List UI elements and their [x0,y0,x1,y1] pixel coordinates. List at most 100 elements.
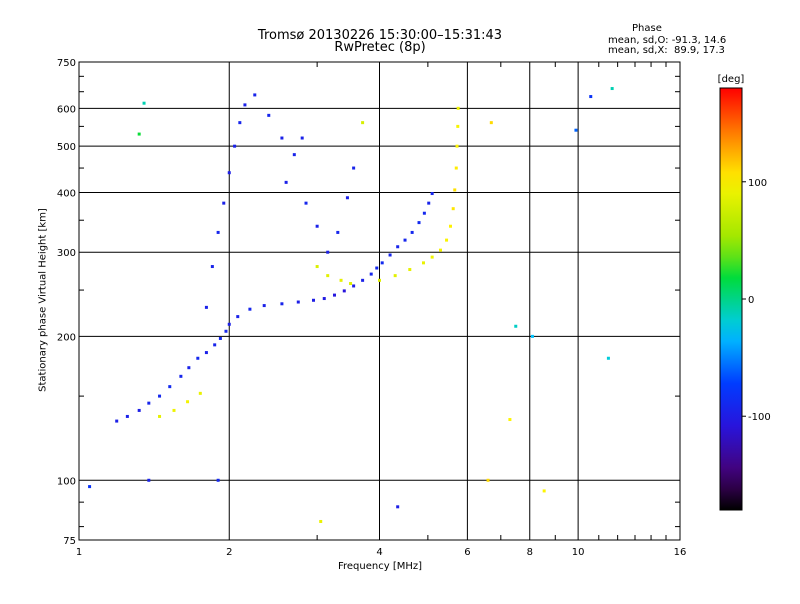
echo-point [453,188,457,192]
x-tick-label: 4 [376,547,382,558]
colorbar-gradient [719,87,743,511]
echo-point [375,266,379,270]
echo-point [408,268,412,272]
colorbar-unit: [deg] [718,74,745,85]
echo-point [158,394,162,398]
echo-point [508,418,512,422]
echo-point [227,322,231,326]
echo-point [319,519,323,523]
y-tick-label: 100 [57,476,76,487]
echo-point [315,224,319,228]
echo-point [292,153,296,157]
echo-point [304,201,308,205]
y-tick-label: 750 [57,58,76,69]
phase-stats-heading: Phase [632,23,662,34]
echo-point [430,255,434,259]
echo-point [248,307,252,311]
echo-point [204,305,208,309]
echo-point [326,250,330,254]
echo-point [216,230,220,234]
echo-point [213,343,217,347]
y-tick-label: 200 [57,332,76,343]
echo-point [142,101,146,105]
echo-point [589,95,593,99]
echo-point [284,180,288,184]
x-tick-label: 1 [76,547,82,558]
echo-point [455,144,459,148]
echo-point [88,485,92,489]
echo-point [403,238,407,242]
echo-point [489,121,493,125]
echo-point [147,401,151,405]
axis-ticks: 1 2 4 6 8 10 16 75 100 200 300 400 500 600 750 [57,58,686,558]
y-tick-label: 300 [57,248,76,259]
echo-point [345,196,349,200]
echo-point [172,408,176,412]
echo-point [448,224,452,228]
echo-point [311,298,315,302]
echo-point [267,113,271,117]
echo-point [204,351,208,355]
echo-point [396,505,400,509]
echo-point [352,284,356,288]
echo-point [147,478,151,482]
echo-point [574,128,578,132]
echo-point [125,414,129,418]
echo-point [380,261,384,265]
echo-point [456,106,460,110]
echo-point [361,121,365,125]
o-mode-stats: mean, sd,O: -91.3, 14.6 [608,35,727,46]
echo-point [361,278,365,282]
echo-point [280,302,284,306]
echo-point [439,248,443,252]
echo-point [326,274,330,278]
echo-point [339,278,343,282]
echo-point [236,315,240,319]
echo-point [422,211,426,215]
echo-point [349,282,353,286]
echo-point [427,201,431,205]
echo-point [158,414,162,418]
phase-colorbar: [deg] 100 0 -100 [718,74,771,511]
echo-point [486,478,490,482]
colorbar-tick-label: 0 [748,295,754,306]
echo-point [369,272,373,276]
echo-point [198,391,202,395]
echo-point [186,400,190,404]
echo-point [315,265,319,269]
x-tick-label: 6 [464,547,470,558]
echo-point [227,171,231,175]
echo-point [216,478,220,482]
echo-point [445,238,449,242]
colorbar-tick-label: -100 [748,412,771,423]
echo-point [179,374,183,378]
echo-point [238,121,242,125]
echo-point [296,300,300,304]
echo-point [514,324,518,328]
echo-point [456,124,460,128]
echo-point [396,245,400,249]
echo-point [115,419,119,423]
echo-point [610,87,614,91]
y-tick-label: 600 [57,104,76,115]
echo-point [332,293,336,297]
y-tick-label: 75 [63,536,76,547]
echo-point [243,103,247,107]
chart-subtitle: RwPretec (8p) [334,40,426,55]
x-tick-label: 2 [226,547,232,558]
echo-point [280,136,284,140]
echo-point [417,221,421,225]
echo-point [218,336,222,340]
echo-point [224,329,228,333]
y-tick-label: 500 [57,142,76,153]
echo-point [300,136,304,140]
echo-point [210,265,214,269]
echo-points [88,87,614,523]
echo-point [322,297,326,301]
echo-point [421,261,425,265]
x-tick-label: 8 [527,547,533,558]
echo-point [606,356,610,360]
echo-point [336,230,340,234]
